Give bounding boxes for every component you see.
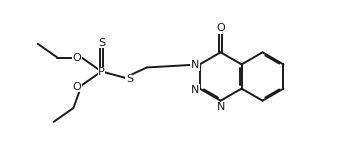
Text: O: O xyxy=(72,82,81,92)
Text: O: O xyxy=(72,53,81,63)
Text: S: S xyxy=(98,38,105,48)
Text: O: O xyxy=(216,23,225,33)
Text: N: N xyxy=(216,102,225,112)
Text: P: P xyxy=(98,67,105,77)
Text: S: S xyxy=(126,74,133,84)
Text: N: N xyxy=(191,85,199,95)
Text: N: N xyxy=(191,60,199,70)
